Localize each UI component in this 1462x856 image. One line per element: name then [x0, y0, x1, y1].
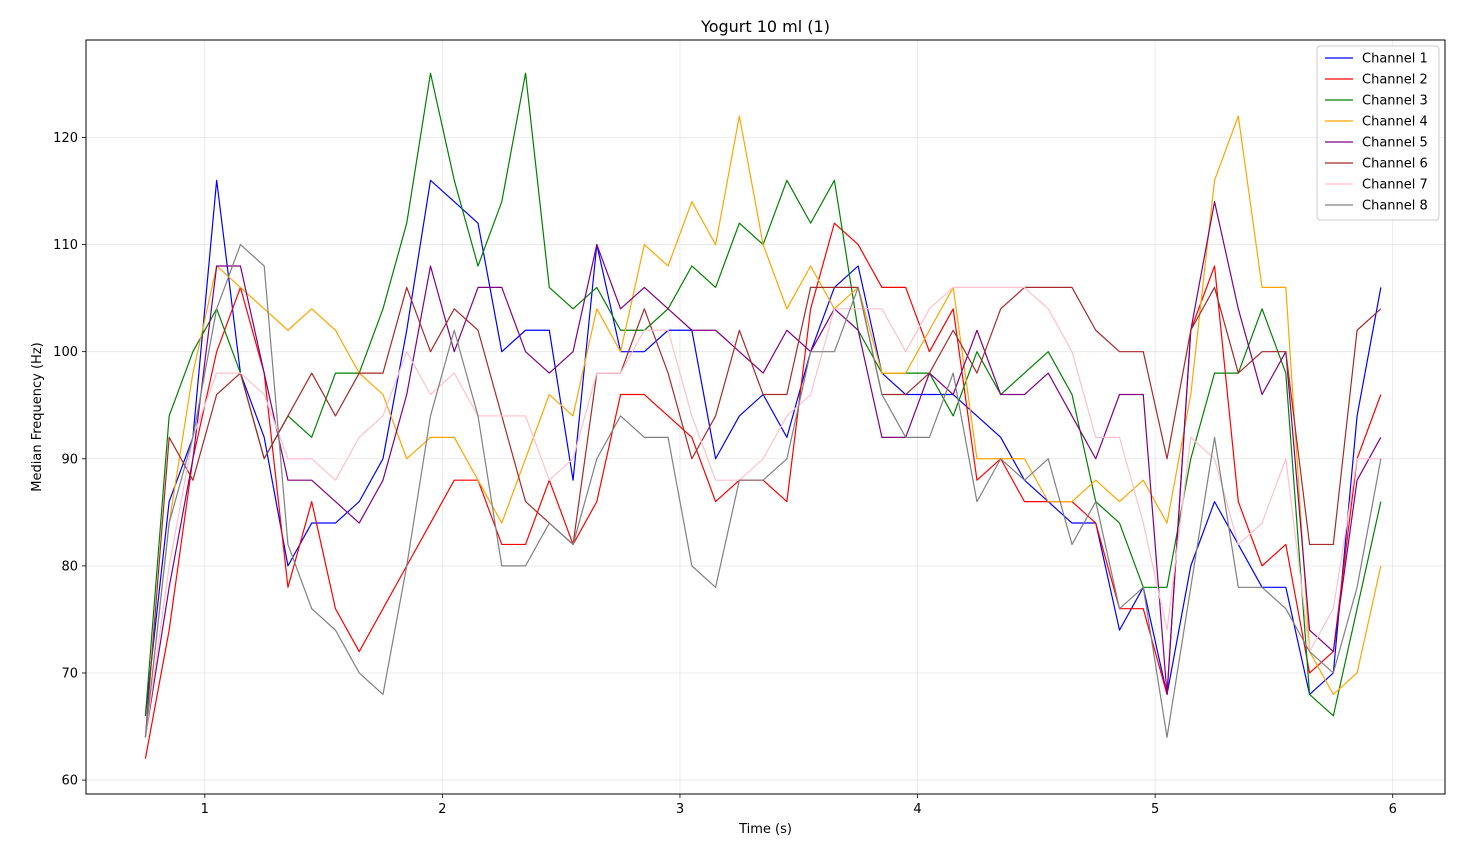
y-tick-label: 120	[53, 131, 78, 146]
series-line-channel-5	[144, 201, 1382, 738]
legend-label-channel-1: Channel 1	[1362, 52, 1428, 67]
legend-label-channel-2: Channel 2	[1362, 73, 1428, 88]
x-axis-ticks: 1 2 3 4 5 6	[201, 794, 1397, 817]
legend-label-channel-6: Channel 6	[1362, 157, 1428, 172]
legend-label-channel-3: Channel 3	[1362, 94, 1428, 109]
x-tick-label: 1	[201, 802, 209, 817]
series-line-channel-6	[144, 286, 1382, 738]
series-line-channel-7	[144, 286, 1381, 738]
chart-title: Yogurt 10 ml (1)	[700, 17, 830, 36]
x-tick-label: 2	[438, 802, 446, 817]
series-line-channel-8	[144, 243, 1382, 738]
legend-label-channel-7: Channel 7	[1362, 178, 1428, 193]
series-lines	[144, 72, 1382, 759]
y-tick-label: 100	[53, 345, 78, 360]
x-axis-label: Time (s)	[738, 822, 792, 837]
y-tick-label: 110	[53, 238, 78, 253]
y-tick-label: 60	[61, 774, 78, 789]
y-tick-label: 90	[61, 452, 78, 467]
x-tick-label: 4	[913, 802, 921, 817]
y-axis-label: Median Frequency (Hz)	[30, 342, 45, 491]
legend-label-channel-4: Channel 4	[1362, 115, 1428, 130]
y-tick-label: 80	[61, 559, 78, 574]
series-line-channel-4	[144, 115, 1382, 738]
x-tick-label: 5	[1151, 802, 1159, 817]
legend-label-channel-8: Channel 8	[1362, 199, 1428, 214]
y-axis-ticks: 60 70 80 90 100 110 120	[53, 131, 86, 789]
x-tick-label: 6	[1389, 802, 1397, 817]
y-tick-label: 70	[61, 666, 78, 681]
legend: Channel 1 Channel 2 Channel 3 Channel 4 Chan…	[1316, 45, 1440, 221]
x-tick-label: 3	[676, 802, 684, 817]
legend-box	[1316, 45, 1440, 221]
legend-label-channel-5: Channel 5	[1362, 136, 1428, 151]
plot-frame	[85, 39, 1446, 795]
